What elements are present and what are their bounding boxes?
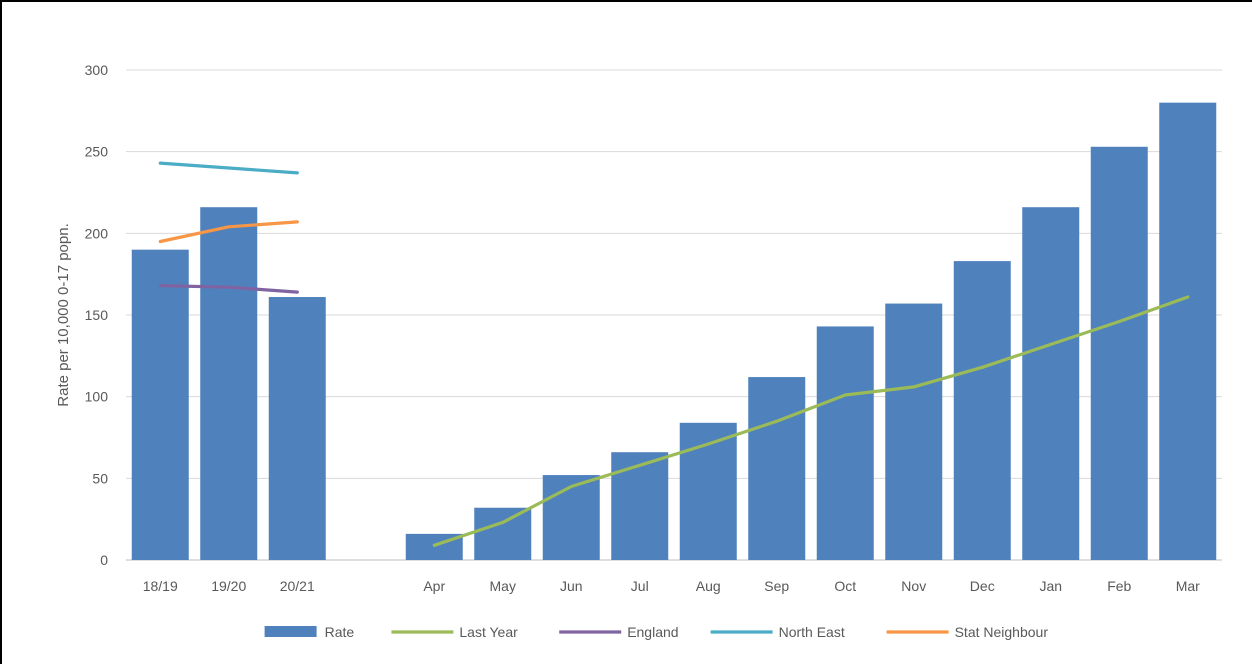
legend-item-north-east: North East [710, 624, 845, 640]
bar-rate-sep [748, 377, 806, 560]
x-tick-label: Nov [901, 578, 926, 594]
bar-rate-19-20 [200, 207, 258, 560]
x-tick-label: May [490, 578, 516, 594]
y-tick-label: 100 [85, 389, 109, 405]
x-tick-label: 19/20 [211, 578, 246, 594]
bar-rate-dec [953, 261, 1011, 560]
x-tick-label: Aug [696, 578, 721, 594]
y-tick-labels: 0 50 100 150 200 250 300 [85, 62, 109, 568]
line-last-year [432, 295, 1190, 547]
line-series [158, 161, 1190, 547]
x-tick-label: Dec [970, 578, 995, 594]
bar-rate-oct [816, 326, 874, 560]
x-tick-label: Feb [1107, 578, 1131, 594]
legend-item-last-year: Last Year [391, 624, 518, 640]
y-tick-label: 50 [92, 470, 108, 486]
y-tick-label: 200 [85, 225, 109, 241]
y-tick-label: 250 [85, 144, 109, 160]
bar-rate-jun [542, 475, 600, 560]
legend-item-stat-neighbour: Stat Neighbour [886, 624, 1049, 640]
x-tick-label: Jun [560, 578, 583, 594]
legend-label: Rate [325, 624, 355, 640]
legend-label: North East [779, 624, 845, 640]
x-tick-label: Sep [764, 578, 789, 594]
x-tick-label: Apr [423, 578, 445, 594]
bar-series [131, 102, 1217, 561]
bar-rate-feb [1090, 146, 1148, 560]
legend-item-rate: Rate [264, 624, 355, 640]
legend-item-england: England [559, 624, 679, 640]
bar-rate-20-21 [268, 297, 326, 560]
bar-rate-nov [885, 303, 943, 560]
y-tick-label: 150 [85, 307, 109, 323]
x-tick-label: 18/19 [143, 578, 178, 594]
legend-label: Last Year [459, 624, 518, 640]
bar-rate-jul [611, 452, 669, 560]
x-tick-label: 20/21 [280, 578, 315, 594]
x-tick-label: Jan [1039, 578, 1062, 594]
bar-rate-jan [1022, 207, 1080, 560]
legend: Rate Last Year England North East Stat Neigh… [264, 624, 1049, 640]
bar-rate-may [474, 507, 532, 560]
line-england [158, 284, 299, 294]
y-tick-label: 300 [85, 62, 109, 78]
legend-swatch [264, 626, 317, 637]
line-stat-neighbour [158, 220, 299, 244]
y-tick-label: 0 [100, 552, 108, 568]
legend-label: Stat Neighbour [955, 624, 1049, 640]
x-tick-labels: 18/19 19/20 20/21 Apr May Jun Jul Aug Sep Oct Nov D… [143, 578, 1200, 594]
bar-rate-18-19 [131, 249, 189, 560]
y-axis-label: Rate per 10,000 0-17 popn. [55, 223, 72, 406]
x-tick-label: Oct [834, 578, 856, 594]
bar-rate-mar [1159, 102, 1217, 561]
line-north-east [158, 161, 299, 175]
legend-label: England [627, 624, 678, 640]
x-tick-label: Mar [1176, 578, 1200, 594]
x-tick-label: Jul [631, 578, 649, 594]
